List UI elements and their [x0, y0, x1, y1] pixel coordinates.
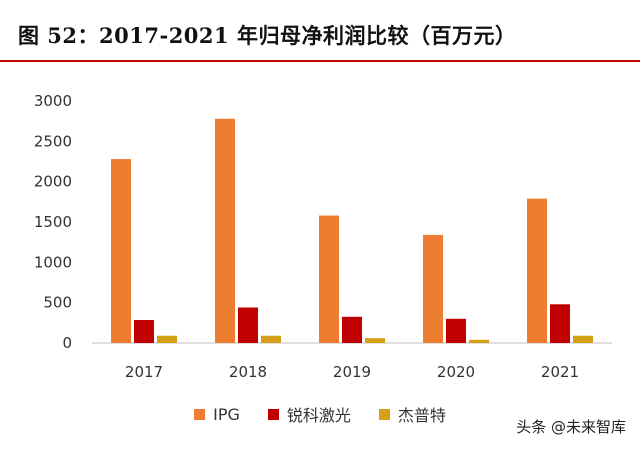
bar-series-2-2017 [157, 335, 177, 343]
bars [111, 118, 593, 343]
bar-series-1-2017 [134, 320, 154, 343]
y-tick-label: 0 [62, 334, 72, 352]
x-tick-label: 2020 [437, 363, 475, 381]
bar-series-2-2021 [573, 335, 593, 343]
legend-swatch [194, 408, 206, 420]
y-tick-label: 1500 [34, 213, 72, 231]
legend-swatch [378, 408, 390, 420]
legend-label: IPG [213, 404, 240, 424]
legend-swatch [267, 408, 279, 420]
legend-item: 杰普特 [378, 402, 446, 426]
bar-series-0-2017 [111, 159, 131, 343]
watermark: 头条 @未来智库 [512, 414, 630, 439]
legend-label: 锐科激光 [286, 406, 351, 425]
bar-series-0-2018 [215, 118, 235, 343]
bar-series-0-2020 [423, 234, 443, 343]
bar-series-1-2018 [238, 307, 258, 343]
x-tick-label: 2017 [125, 363, 163, 381]
y-axis-ticks: 0 500 1000 1500 2000 2500 3000 [34, 92, 72, 352]
legend-label: 杰普特 [397, 406, 446, 425]
bar-series-1-2019 [342, 316, 362, 343]
bar-series-0-2021 [527, 198, 547, 343]
x-axis-ticks: 2017 2018 2019 2020 2021 [125, 363, 579, 381]
legend-item: 锐科激光 [267, 402, 351, 426]
y-tick-label: 3000 [34, 92, 72, 110]
x-tick-label: 2019 [333, 363, 371, 381]
title-divider [0, 60, 640, 62]
legend: IPG 锐科激光 杰普特 [0, 402, 640, 426]
y-tick-label: 1000 [34, 253, 72, 271]
bar-series-2-2018 [261, 335, 281, 343]
y-tick-label: 500 [43, 294, 72, 312]
bar-series-2-2020 [469, 339, 489, 343]
x-tick-label: 2018 [229, 363, 267, 381]
y-tick-label: 2000 [34, 173, 72, 191]
bar-series-1-2020 [446, 318, 466, 343]
bar-series-0-2019 [319, 215, 339, 343]
y-tick-label: 2500 [34, 132, 72, 150]
bar-series-1-2021 [550, 304, 570, 343]
bar-series-2-2019 [365, 338, 385, 343]
x-tick-label: 2021 [541, 363, 579, 381]
legend-item: IPG [194, 405, 240, 424]
chart-title: 图 52：2017-2021 年归母净利润比较（百万元） [18, 23, 517, 48]
